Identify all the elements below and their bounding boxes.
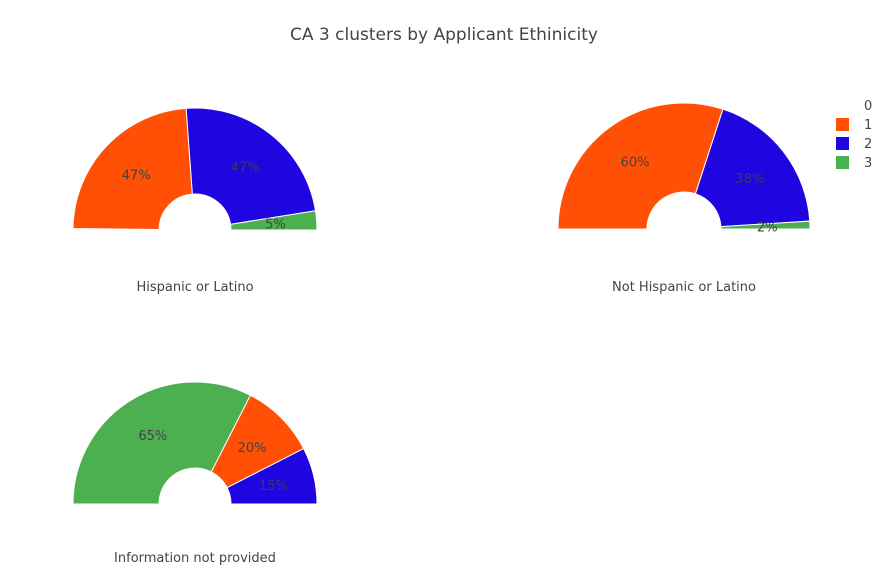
slice-percent-label: 47% xyxy=(122,169,151,184)
pie-slice[interactable] xyxy=(185,107,317,225)
pie-subplot: 65% 20% 15% Information not provided xyxy=(72,381,318,566)
slice-percent-label: 60% xyxy=(621,156,650,171)
subplot-label: Information not provided xyxy=(114,551,276,566)
chart-title: CA 3 clusters by Applicant Ethinicity xyxy=(290,25,598,45)
slice-percent-label: 15% xyxy=(259,479,288,494)
pie-slice[interactable] xyxy=(557,102,724,230)
pie-slice[interactable] xyxy=(229,210,318,231)
pie-slice[interactable] xyxy=(72,381,252,505)
pie-slice[interactable] xyxy=(72,107,193,231)
pie-subplot: 47% 47% 5% Hispanic or Latino xyxy=(72,107,318,295)
subplot-label: Hispanic or Latino xyxy=(136,280,253,295)
slice-percent-label: 47% xyxy=(231,161,260,176)
legend-item[interactable]: 3 xyxy=(836,156,872,171)
legend-label: 1 xyxy=(864,118,872,133)
pie-subplots: 47% 47% 5% Hispanic or Latino 60% 38% 2% Not Hi… xyxy=(72,102,811,566)
slice-percent-label: 38% xyxy=(735,172,764,187)
legend-swatch xyxy=(836,156,849,169)
subplot-label: Not Hispanic or Latino xyxy=(612,280,756,295)
legend[interactable]: 0 1 2 3 xyxy=(836,99,872,171)
legend-item[interactable]: 0 xyxy=(864,99,872,114)
legend-label: 0 xyxy=(864,99,872,114)
legend-swatch xyxy=(836,118,849,131)
pie-slice[interactable] xyxy=(694,108,811,228)
legend-item[interactable]: 2 xyxy=(836,137,872,152)
legend-swatch xyxy=(836,137,849,150)
slice-percent-label: 2% xyxy=(757,220,778,235)
slice-percent-label: 20% xyxy=(238,441,267,456)
slice-percent-label: 5% xyxy=(265,218,286,233)
legend-label: 3 xyxy=(864,156,872,171)
pie-slice[interactable] xyxy=(720,220,811,230)
legend-label: 2 xyxy=(864,137,872,152)
pie-subplot: 60% 38% 2% Not Hispanic or Latino xyxy=(557,102,811,295)
pie-slice[interactable] xyxy=(226,447,318,505)
legend-item[interactable]: 1 xyxy=(836,118,872,133)
slice-percent-label: 65% xyxy=(138,429,167,444)
